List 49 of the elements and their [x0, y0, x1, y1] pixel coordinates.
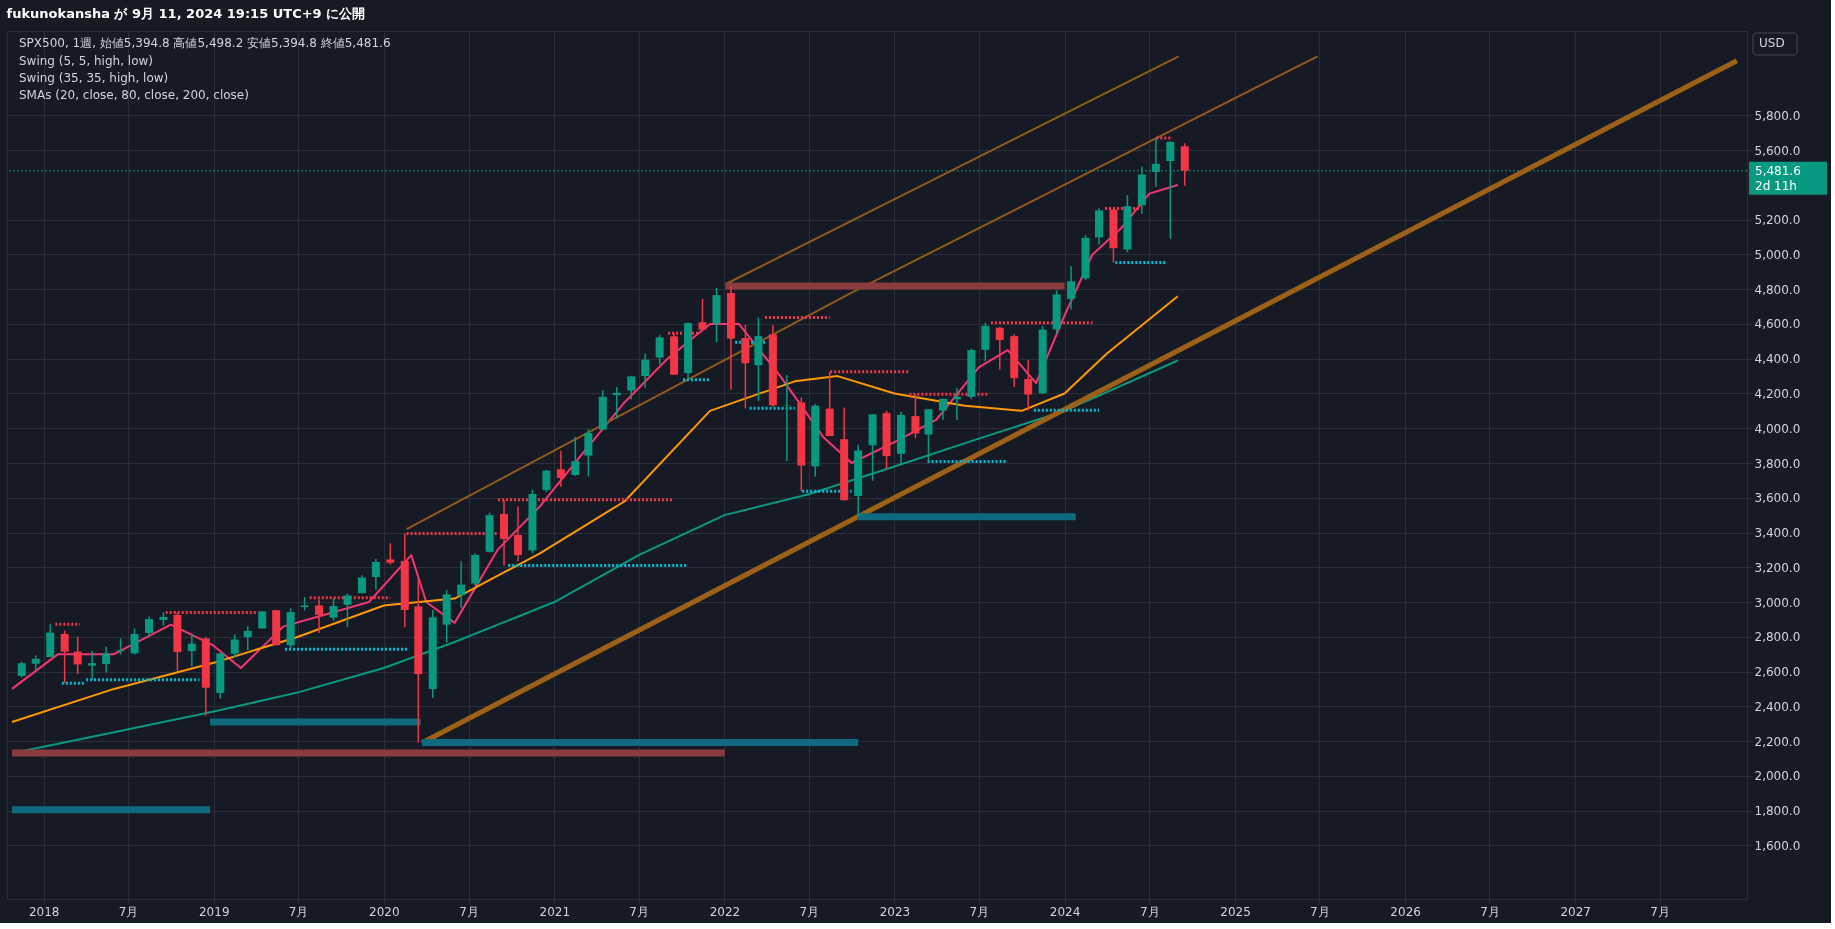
x-tick-label: 2019: [198, 904, 230, 919]
x-tick-label: 7月: [459, 904, 479, 919]
annotation: Swing (5, 5, high, low): [19, 54, 153, 68]
y-tick-label: 4,200.0: [1754, 386, 1801, 401]
x-tick-label: 2018: [28, 904, 60, 919]
y-tick-label: 3,000.0: [1754, 595, 1801, 610]
text: 2d 11h: [1755, 178, 1797, 193]
y-tick-label: 4,600.0: [1754, 317, 1801, 332]
y-tick-label: 2,200.0: [1754, 734, 1801, 749]
x-tick-label: 7月: [1480, 904, 1500, 919]
x-tick-label: 2021: [539, 904, 571, 919]
y-tick-label: 4,000.0: [1754, 421, 1801, 436]
y-tick-label: 4,400.0: [1754, 352, 1801, 367]
x-tick-label: 2025: [1220, 904, 1251, 919]
y-tick-label: 2,800.0: [1754, 630, 1801, 645]
ref-line-label: 5,481.6: [1755, 163, 1801, 178]
y-tick-label: 2,400.0: [1754, 699, 1801, 714]
x-tick-label: 2027: [1560, 904, 1591, 919]
x-tick-label: 2022: [709, 904, 741, 919]
x-tick-label: 7月: [1310, 904, 1330, 919]
y-tick-label: 5,600.0: [1754, 143, 1801, 158]
y-tick-label: 2,000.0: [1754, 769, 1801, 784]
y-tick-label: 3,400.0: [1754, 526, 1801, 541]
y-tick-label: 3,800.0: [1754, 456, 1801, 471]
y-tick-label: 5,000.0: [1754, 247, 1801, 262]
y-tick-label: 5,800.0: [1754, 108, 1801, 123]
x-tick-label: 7月: [629, 904, 649, 919]
x-tick-label: 7月: [969, 904, 990, 919]
annotation: Swing (35, 35, high, low): [19, 71, 169, 85]
y-tick-label: 2,600.0: [1754, 665, 1801, 680]
x-tick-label: 7月: [288, 904, 309, 919]
chart-subtitle: SPX500, 1週, 始値5,394.8 高値5,498.2 安値5,394.8 終値5,481.6: [19, 36, 391, 50]
x-tick-label: 2026: [1390, 904, 1421, 919]
y-tick-label: 4,800.0: [1754, 282, 1801, 297]
y-tick-label: 5,200.0: [1754, 213, 1801, 228]
x-tick-label: 2023: [879, 904, 911, 919]
text: USD: [1759, 36, 1785, 50]
chart-title: fukunokansha が 9月 11, 2024 19:15 UTC+9 に公開: [6, 6, 366, 21]
x-tick-label: 2020: [369, 904, 400, 919]
y-tick-label: 3,200.0: [1754, 560, 1801, 575]
x-tick-label: 7月: [1140, 904, 1160, 919]
annotation: SMAs (20, close, 80, close, 200, close): [19, 88, 249, 102]
x-tick-label: 7月: [1650, 904, 1670, 919]
y-tick-label: 3,600.0: [1754, 491, 1801, 506]
x-tick-label: 7月: [118, 904, 139, 919]
x-tick-label: 7月: [799, 904, 820, 919]
x-tick-label: 2024: [1049, 904, 1081, 919]
y-tick-label: 1,800.0: [1754, 804, 1801, 819]
y-tick-label: 1,600.0: [1754, 838, 1801, 853]
